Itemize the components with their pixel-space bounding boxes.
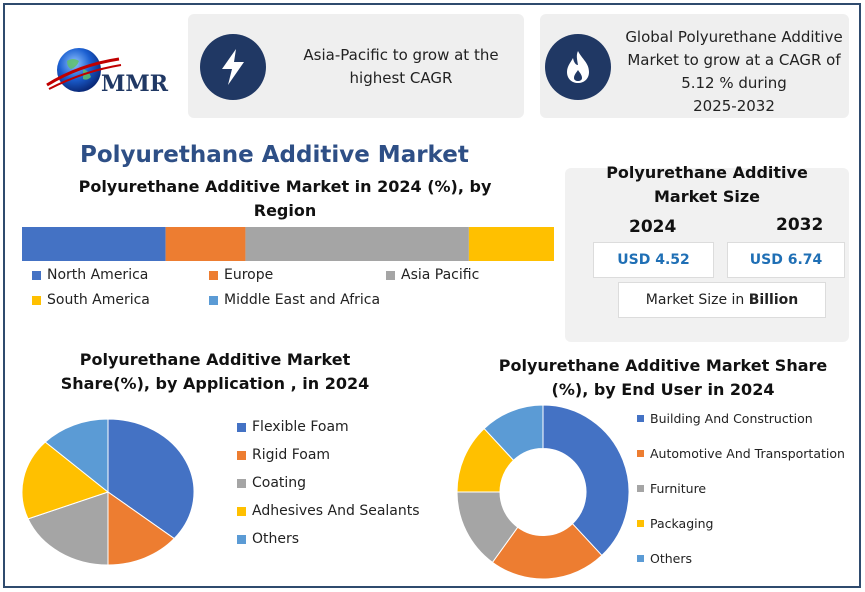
legend-swatch [237,478,246,488]
legend-swatch [637,415,644,422]
region-legend-item-middle-east-and-africa: Middle East and Africa [209,292,380,308]
card-text-region: Asia-Pacific to grow at the highest CAGR [303,46,499,87]
region-bar-segment-europe [165,227,246,261]
infographic-frame: MMR Asia-Pacific to grow at the highest … [3,3,861,588]
enduser-slice-automotive-and-transportation [491,522,603,580]
application-pie-chart [21,418,195,566]
legend-swatch [209,270,218,280]
region-legend-item-europe: Europe [209,267,273,283]
application-slice-others [44,418,109,494]
enduser-legend-item-automotive-and-transportation: Automotive And Transportation [637,446,845,461]
legend-label: Building And Construction [650,411,813,426]
enduser-legend-item-furniture: Furniture [637,481,706,496]
legend-label: South America [47,292,150,308]
legend-swatch [637,555,644,562]
application-slice-adhesives-and-sealants [21,441,110,520]
market-size-title: Polyurethane Additive Market Size [606,163,808,206]
legend-label: Asia Pacific [401,267,480,283]
lightning-icon-circle [200,34,266,100]
logo: MMR [39,45,189,105]
enduser-legend-item-packaging: Packaging [637,516,713,531]
application-slice-flexible-foam [107,418,195,540]
region-legend-item-north-america: North America [32,267,148,283]
legend-swatch [32,295,41,305]
market-size-unit: Market Size in Billion [618,282,826,318]
legend-label: Others [650,551,693,566]
region-legend-item-south-america: South America [32,292,150,308]
legend-label: Packaging [650,516,714,531]
region-legend-item-asia-pacific: Asia Pacific [386,267,479,283]
card-text-global: Global Polyurethane Additive Market to g… [625,28,843,115]
legend-label: Rigid Foam [252,447,331,463]
legend-label: North America [47,267,149,283]
market-size-year-2024: 2024 [629,217,677,237]
application-slice-rigid-foam [107,491,176,566]
legend-swatch [237,534,246,544]
legend-label: Automotive And Transportation [650,446,845,461]
legend-label: Flexible Foam [252,419,349,435]
legend-label: Europe [224,267,274,283]
application-slice-coating [27,491,109,566]
legend-label: Middle East and Africa [224,292,381,308]
enduser-chart-title: Polyurethane Additive Market Share (%), … [498,356,828,399]
application-legend-item-rigid-foam: Rigid Foam [237,447,330,463]
application-legend-item-flexible-foam: Flexible Foam [237,419,349,435]
legend-label: Adhesives And Sealants [252,503,420,519]
enduser-slice-others [483,404,544,462]
legend-swatch [209,295,218,305]
legend-label: Coating [252,475,307,491]
legend-swatch [637,450,644,457]
region-stacked-bar [22,227,554,261]
region-bar-segment-south-america [468,227,554,261]
region-bar-segment-north-america [22,227,166,261]
market-size-panel: Polyurethane Additive Market Size 2024 2… [565,163,849,342]
enduser-legend-item-others: Others [637,551,692,566]
logo-text: MMR [101,71,168,97]
region-chart-title: Polyurethane Additive Market in 2024 (%)… [78,177,492,220]
legend-swatch [637,520,644,527]
enduser-slice-building-and-construction [542,404,630,557]
market-size-value-2032: USD 6.74 [727,242,845,278]
legend-swatch [237,506,246,516]
legend-swatch [32,270,41,280]
flame-icon-circle [545,34,611,100]
legend-swatch [237,422,246,432]
legend-swatch [386,270,395,280]
page-title: Polyurethane Additive Market [80,142,469,168]
legend-label: Furniture [650,481,707,496]
market-size-year-2032: 2032 [776,215,824,235]
legend-swatch [237,450,246,460]
application-legend-item-coating: Coating [237,475,306,491]
application-legend-item-adhesives-and-sealants: Adhesives And Sealants [237,503,420,519]
highlight-card-cagr-global: Global Polyurethane Additive Market to g… [540,14,849,118]
region-bar-segment-asia-pacific [245,227,469,261]
flame-icon [567,51,589,83]
market-size-value-2024: USD 4.52 [593,242,714,278]
legend-swatch [637,485,644,492]
globe-logo-icon [46,48,122,92]
highlight-card-cagr-region: Asia-Pacific to grow at the highest CAGR [188,14,524,118]
lightning-icon [222,49,244,85]
legend-label: Others [252,531,300,547]
application-chart-title: Polyurethane Additive Market Share(%), b… [60,350,370,393]
application-legend-item-others: Others [237,531,299,547]
enduser-legend-item-building-and-construction: Building And Construction [637,411,813,426]
enduser-donut-chart [456,404,630,580]
